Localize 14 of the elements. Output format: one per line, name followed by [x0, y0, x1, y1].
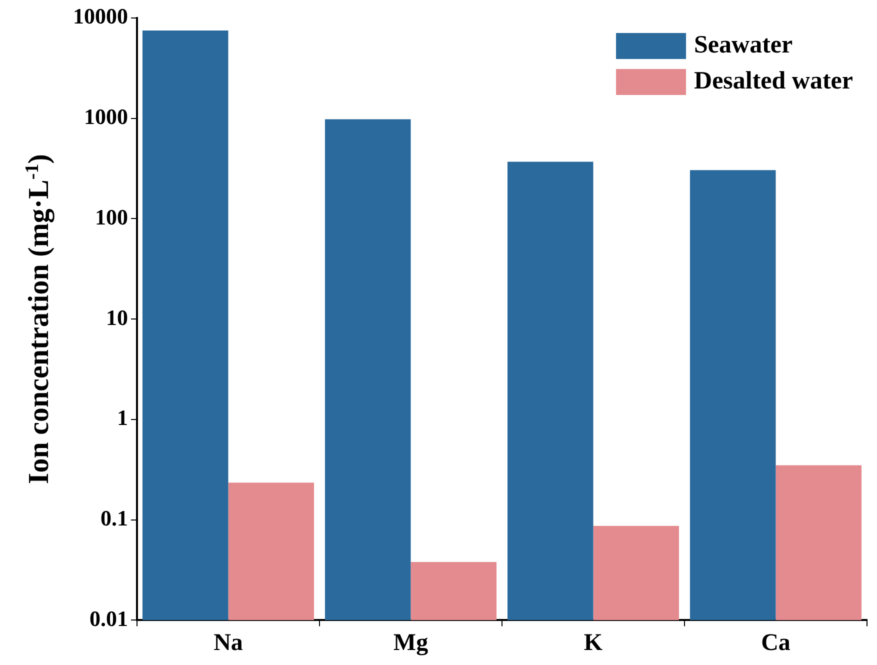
y-tick-label: 1000 [84, 104, 128, 130]
y-axis-title: Ion concentration (mg·L-1) [22, 154, 55, 484]
y-tick-label: 0.1 [100, 506, 128, 531]
y-tick-label: 0.01 [90, 606, 128, 631]
x-tick-label: K [584, 630, 603, 656]
y-tick-label: 100 [95, 204, 128, 230]
x-tick-label: Na [214, 630, 243, 656]
y-tick-label: 10000 [73, 4, 128, 29]
legend-label: Seawater [694, 31, 793, 58]
x-tick-label: Ca [761, 630, 790, 656]
legend-label: Desalted water [694, 67, 854, 94]
x-tick-label: Mg [393, 630, 428, 656]
y-tick-label: 10 [106, 304, 128, 330]
y-tick-label: 1 [117, 405, 128, 430]
